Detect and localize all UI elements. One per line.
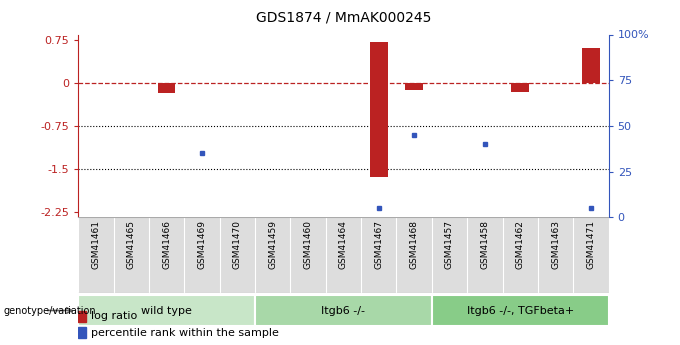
Text: wild type: wild type	[141, 306, 192, 315]
Text: Itgb6 -/-, TGFbeta+: Itgb6 -/-, TGFbeta+	[466, 306, 574, 315]
Text: GSM41466: GSM41466	[162, 220, 171, 269]
Text: GSM41459: GSM41459	[268, 220, 277, 269]
Text: GSM41470: GSM41470	[233, 220, 242, 269]
Text: percentile rank within the sample: percentile rank within the sample	[91, 328, 279, 337]
Text: GSM41469: GSM41469	[197, 220, 207, 269]
Text: GDS1874 / MmAK000245: GDS1874 / MmAK000245	[256, 10, 431, 24]
Bar	[432, 295, 609, 326]
Text: GSM41457: GSM41457	[445, 220, 454, 269]
Text: GSM41467: GSM41467	[374, 220, 384, 269]
Bar	[582, 48, 600, 83]
Bar	[370, 42, 388, 83]
Text: GSM41464: GSM41464	[339, 220, 348, 268]
Bar	[78, 295, 255, 326]
Text: GSM41458: GSM41458	[480, 220, 490, 269]
Text: GSM41461: GSM41461	[91, 220, 101, 269]
Bar	[158, 83, 175, 93]
Bar	[511, 83, 529, 92]
Bar	[255, 295, 432, 326]
Text: GSM41465: GSM41465	[126, 220, 136, 269]
Bar	[405, 83, 423, 90]
Text: GSM41463: GSM41463	[551, 220, 560, 269]
Text: GSM41468: GSM41468	[409, 220, 419, 269]
Text: GSM41471: GSM41471	[586, 220, 596, 269]
Text: genotype/variation: genotype/variation	[3, 306, 96, 315]
Text: log ratio: log ratio	[91, 311, 138, 321]
Text: Itgb6 -/-: Itgb6 -/-	[322, 306, 365, 315]
Text: GSM41462: GSM41462	[515, 220, 525, 268]
Bar	[78, 327, 86, 338]
Bar	[370, 83, 388, 177]
Bar	[78, 310, 86, 322]
Text: GSM41460: GSM41460	[303, 220, 313, 269]
